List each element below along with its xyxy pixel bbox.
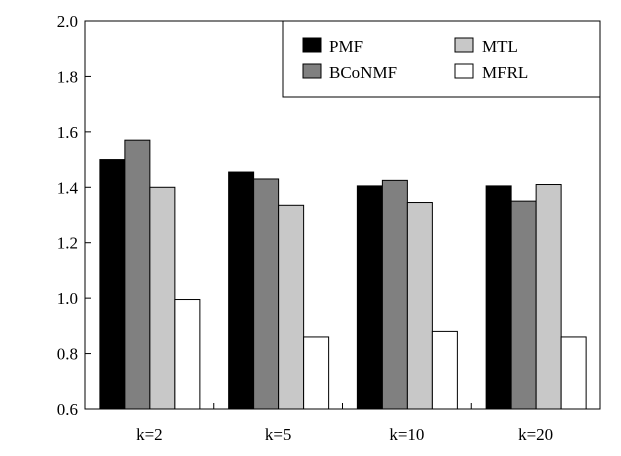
y-tick-label: 1.8	[57, 67, 78, 86]
x-axis: k=2 k=5 k=10 k=20	[136, 403, 553, 444]
y-tick-label: 1.6	[57, 123, 78, 142]
legend-label-bconmf: BCoNMF	[329, 63, 397, 82]
x-tick-label: k=20	[518, 425, 553, 444]
x-tick-label: k=10	[389, 425, 424, 444]
bar-mfrl-k20	[560, 336, 587, 410]
legend-swatch-mtl	[454, 37, 474, 53]
bar-bconmf-k5	[253, 178, 280, 410]
bar-mtl-k5	[278, 204, 305, 410]
legend-swatch-bconmf	[302, 63, 322, 79]
bars	[99, 139, 587, 410]
x-tick-label: k=5	[265, 425, 292, 444]
bar-mfrl-k10	[431, 330, 458, 410]
bar-mfrl-k2	[174, 299, 201, 410]
legend-label-pmf: PMF	[329, 37, 363, 56]
y-tick-label: 1.2	[57, 234, 78, 253]
legend-label-mfrl: MFRL	[482, 63, 528, 82]
bar-mtl-k20	[535, 184, 562, 410]
legend-box	[282, 20, 601, 98]
bar-bconmf-k2	[124, 139, 151, 410]
legend-swatch-mfrl	[454, 63, 474, 79]
bar-mfrl-k5	[303, 336, 330, 410]
y-tick-label: 0.6	[57, 400, 78, 419]
bar-pmf-k20	[485, 185, 512, 410]
bar-pmf-k2	[99, 159, 126, 410]
y-axis: 0.6 0.8 1.0 1.2 1.4 1.6 1.8 2.0	[57, 12, 91, 419]
bar-bconmf-k10	[381, 179, 408, 410]
legend-label-mtl: MTL	[482, 37, 518, 56]
bar-bconmf-k20	[510, 200, 537, 410]
bar-pmf-k5	[228, 171, 255, 410]
y-tick-label: 2.0	[57, 12, 78, 31]
y-tick-label: 1.4	[57, 178, 79, 197]
y-tick-label: 0.8	[57, 345, 78, 364]
legend-swatch-pmf	[302, 37, 322, 53]
bar-pmf-k10	[356, 185, 383, 410]
legend: PMF BCoNMF MTL MFRL	[282, 20, 601, 98]
y-tick-label: 1.0	[57, 289, 78, 308]
bar-mtl-k2	[149, 186, 176, 410]
bar-mtl-k10	[406, 202, 433, 410]
x-tick-label: k=2	[136, 425, 163, 444]
